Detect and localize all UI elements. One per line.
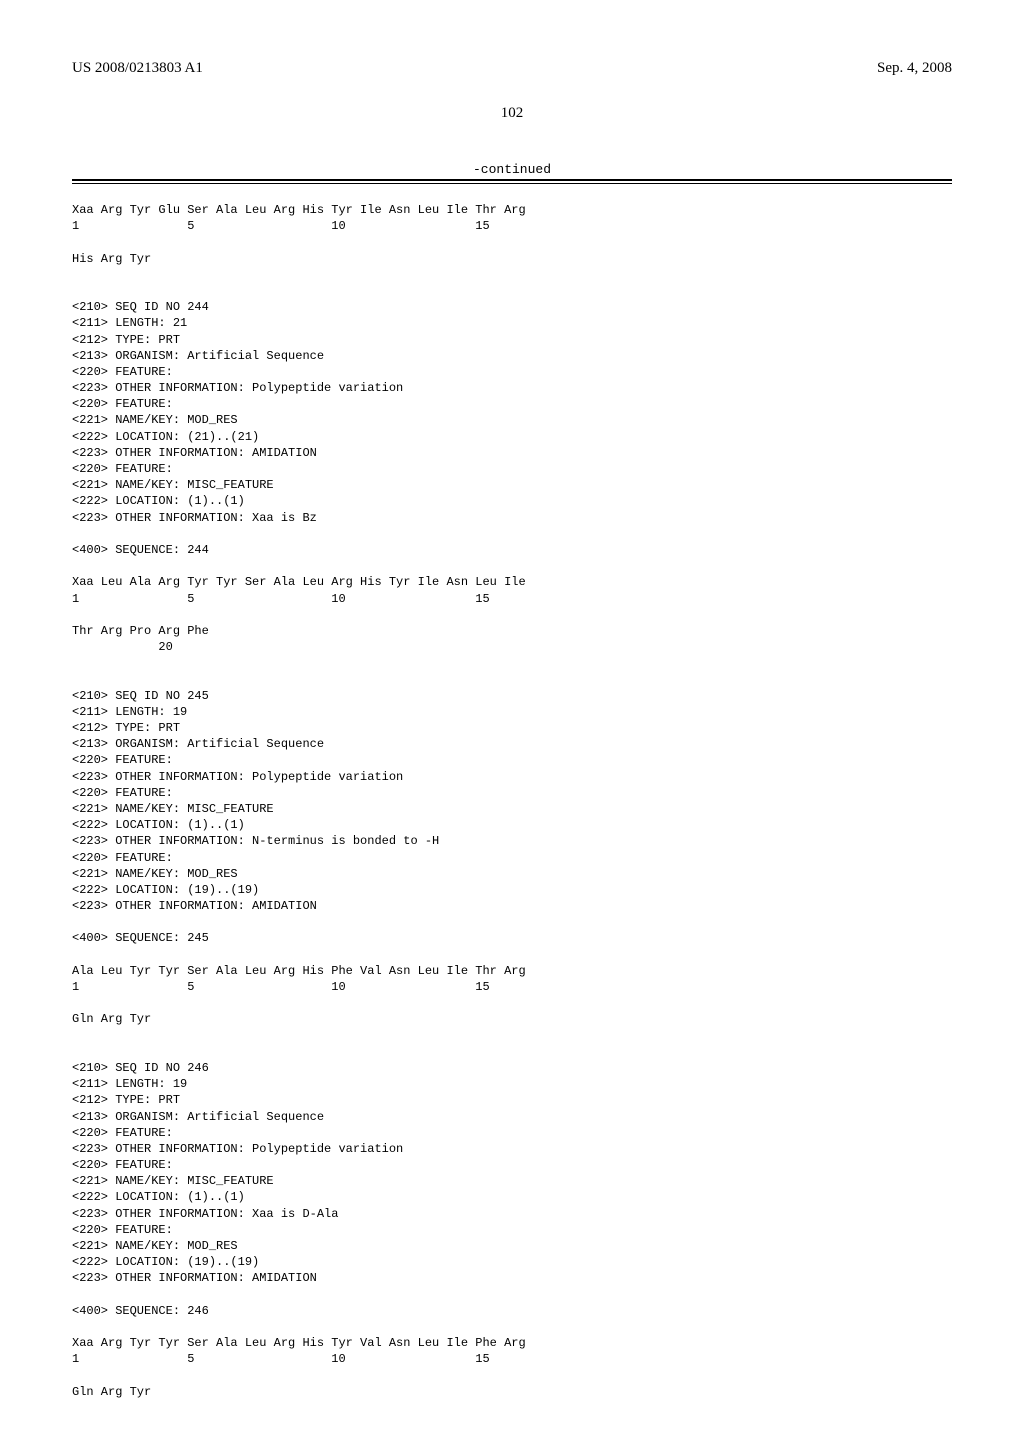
patent-page: US 2008/0213803 A1 Sep. 4, 2008 102 -con…	[0, 0, 1024, 1440]
page-header: US 2008/0213803 A1 Sep. 4, 2008	[72, 60, 952, 77]
page-number: 102	[72, 105, 952, 122]
publication-date: Sep. 4, 2008	[877, 60, 952, 77]
divider-thick	[72, 179, 952, 181]
divider-thin	[72, 183, 952, 184]
publication-number: US 2008/0213803 A1	[72, 60, 203, 77]
sequence-listing: Xaa Arg Tyr Glu Ser Ala Leu Arg His Tyr …	[72, 202, 952, 1400]
continued-label: -continued	[72, 162, 952, 177]
